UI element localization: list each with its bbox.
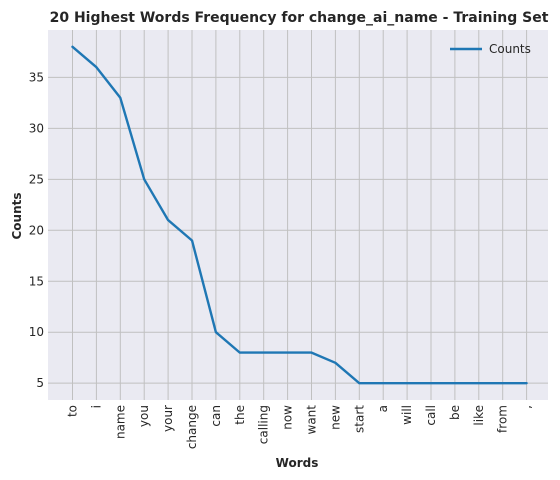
y-tick-label: 35 <box>29 70 44 84</box>
x-tick-label: like <box>472 405 486 426</box>
y-tick-labels: 5 10 15 20 25 30 35 <box>29 70 44 390</box>
y-tick-label: 30 <box>29 121 44 135</box>
y-tick-label: 25 <box>29 172 44 186</box>
x-tick-label: can <box>209 405 223 427</box>
x-tick-label: want <box>305 405 319 435</box>
y-tick-label: 10 <box>29 325 44 339</box>
x-tick-label: new <box>328 405 342 430</box>
x-tick-label: now <box>281 405 295 430</box>
x-tick-labels: to i name you your change can the calling now want… <box>66 405 534 449</box>
y-tick-label: 5 <box>36 376 44 390</box>
x-tick-label: a <box>376 405 390 412</box>
series-line-counts <box>71 45 528 385</box>
x-tick-label: change <box>185 405 199 449</box>
x-axis-label: Words <box>276 456 319 470</box>
legend-label: Counts <box>489 42 531 56</box>
series-layer <box>71 45 528 385</box>
x-tick-label: start <box>352 405 366 433</box>
x-tick-label: you <box>137 405 151 427</box>
x-tick-label: from <box>496 405 510 433</box>
x-tick-label: , <box>520 405 534 409</box>
x-tick-label: calling <box>257 405 271 444</box>
plot-area <box>48 30 548 400</box>
x-tick-label: to <box>66 405 80 417</box>
x-tick-label: i <box>89 405 103 408</box>
grid <box>48 30 548 400</box>
y-tick-label: 20 <box>29 223 44 237</box>
x-tick-label: will <box>400 405 414 425</box>
y-axis-label: Counts <box>10 192 24 239</box>
legend: Counts <box>450 42 531 56</box>
chart-title: 20 Highest Words Frequency for change_ai… <box>50 10 549 26</box>
x-tick-label: call <box>424 405 438 426</box>
x-tick-label: your <box>161 405 175 432</box>
x-tick-label: be <box>448 405 462 420</box>
x-tick-label: the <box>233 405 247 425</box>
x-tick-label: name <box>113 405 127 439</box>
y-tick-label: 15 <box>29 274 44 288</box>
